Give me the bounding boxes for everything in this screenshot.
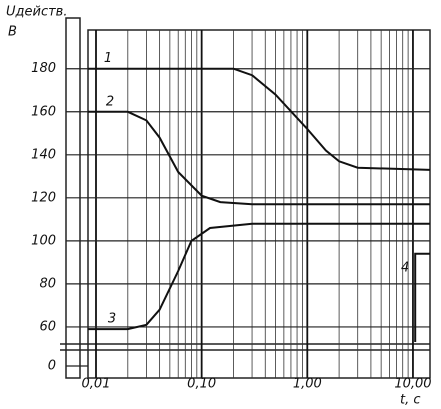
y-tick-label: 80 (39, 276, 56, 291)
series-label: 4 (401, 260, 409, 275)
x-tick-label: 0,10 (187, 377, 216, 392)
line (414, 252, 430, 342)
x-tick-label: 1,00 (293, 377, 322, 392)
series-label: 1 (104, 51, 112, 66)
y-tick-label: 180 (31, 61, 56, 76)
x-label: t, c (400, 393, 421, 408)
x-tick-label: 0,01 (82, 377, 111, 392)
y-unit: В (8, 25, 17, 40)
line (88, 67, 431, 171)
series-label: 2 (106, 94, 114, 109)
y-tick-label: 160 (31, 104, 56, 119)
line (88, 222, 430, 331)
y-tick-label: 60 (39, 319, 56, 334)
line (88, 110, 430, 206)
y-tick-label: 120 (31, 190, 56, 205)
y-tick-label: 0 (48, 359, 56, 374)
series-label: 3 (108, 312, 116, 327)
x-tick-label: 10,00 (394, 377, 431, 392)
y-label: Uдейств. (6, 5, 67, 20)
y-tick-label: 100 (31, 233, 56, 248)
y-tick-label: 140 (31, 147, 56, 162)
